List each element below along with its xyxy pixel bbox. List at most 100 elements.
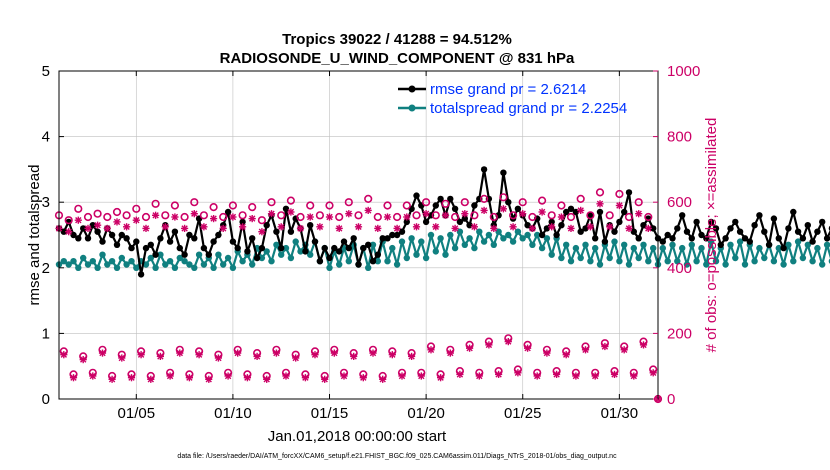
obs-assimilated-stroke: [384, 213, 391, 221]
totalspread-point: [650, 244, 657, 252]
totalspread-point: [249, 261, 256, 268]
totalspread-point: [461, 241, 468, 248]
obs-assimilated-stroke: [355, 223, 362, 230]
totalspread-point: [732, 254, 739, 262]
rmse-point: [823, 235, 830, 242]
rmse-point: [94, 228, 101, 235]
obs-assimilated-stroke: [606, 223, 613, 230]
obs-assimilated-stroke: [616, 202, 623, 209]
rmse-point: [186, 231, 193, 239]
rmse-point: [123, 235, 130, 242]
rmse-point: [142, 244, 150, 252]
totalspread-point: [422, 254, 430, 262]
rmse-point: [70, 231, 77, 239]
rmse-point: [514, 205, 522, 212]
obs-possible-point: [151, 199, 160, 208]
obs-assimilated-point: [60, 351, 68, 359]
obs-assimilated-stroke: [220, 225, 227, 232]
obs-assimilated-point: [567, 224, 575, 232]
obs-assimilated-stroke: [543, 349, 551, 357]
totalspread-point: [558, 254, 565, 262]
obs-assimilated-point: [509, 223, 517, 231]
obs-possible-point: [83, 212, 93, 222]
rmse-point: [538, 231, 546, 239]
obs-assimilated-point: [615, 201, 623, 210]
obs-assimilated-stroke: [592, 372, 599, 380]
totalspread-point: [210, 264, 217, 271]
rmse-point: [60, 228, 67, 235]
totalspread-point: [659, 244, 666, 252]
totalspread-point: [292, 238, 299, 245]
obs-assimilated-stroke: [191, 210, 198, 217]
obs-assimilated-point: [572, 372, 580, 380]
obs-assimilated-stroke: [374, 225, 381, 232]
obs-assimilated-stroke: [157, 353, 164, 360]
obs-assimilated-stroke: [176, 349, 183, 357]
obs-assimilated-stroke: [181, 225, 188, 232]
obs-assimilated-point: [417, 372, 425, 380]
obs-assimilated-stroke: [451, 225, 459, 232]
totalspread-point: [104, 261, 111, 268]
totalspread-point: [567, 258, 575, 265]
obs-assimilated-point: [533, 372, 541, 380]
obs-assimilated-point: [301, 374, 309, 382]
rmse-point: [234, 244, 241, 252]
obs-assimilated-point: [296, 224, 305, 232]
obs-assimilated-point: [432, 223, 440, 231]
obs-assimilated-stroke: [166, 372, 174, 380]
obs-assimilated-point: [103, 224, 111, 232]
totalspread-point: [403, 254, 410, 262]
obs-assimilated-point: [480, 206, 488, 214]
obs-assimilated-stroke: [645, 225, 652, 232]
totalspread-point: [587, 258, 594, 265]
rmse-point: [181, 251, 188, 258]
rmse-point: [669, 235, 676, 242]
obs-assimilated-point: [495, 370, 503, 378]
obs-assimilated-stroke: [340, 372, 348, 380]
totalspread-point: [505, 231, 512, 239]
obs-assimilated-point: [132, 216, 140, 224]
obs-assimilated-stroke: [60, 351, 67, 358]
obs-assimilated-point: [311, 351, 319, 359]
totalspread-point: [814, 244, 821, 252]
obs-assimilated-stroke: [471, 223, 478, 230]
obs-assimilated-point: [437, 374, 445, 382]
obs-possible-point: [248, 203, 257, 212]
totalspread-point: [485, 231, 493, 239]
obs-assimilated-stroke: [480, 207, 488, 214]
rmse-point: [171, 228, 179, 235]
obs-assimilated-stroke: [466, 345, 473, 352]
obs-assimilated-stroke: [253, 353, 261, 360]
obs-assimilated-stroke: [65, 228, 72, 235]
obs-assimilated-point: [325, 213, 334, 221]
obs-assimilated-point: [205, 375, 213, 383]
obs-assimilated-point: [74, 216, 82, 224]
totalspread-point: [476, 228, 483, 235]
totalspread-point: [577, 254, 584, 262]
totalspread-point: [645, 258, 652, 265]
rmse-point: [287, 228, 295, 235]
totalspread-point: [427, 231, 435, 239]
obs-possible-point: [219, 212, 228, 222]
rmse-point: [736, 228, 744, 235]
rmse-point: [461, 215, 468, 222]
totalspread-point: [712, 258, 720, 265]
obs-assimilated-point: [543, 349, 551, 357]
obs-assimilated-point: [263, 375, 271, 383]
obs-assimilated-point: [210, 215, 218, 223]
totalspread-point: [751, 258, 758, 265]
obs-assimilated-stroke: [500, 205, 507, 212]
rmse-point: [679, 212, 686, 219]
obs-assimilated-point: [610, 370, 619, 378]
totalspread-point: [727, 241, 734, 248]
rmse-point: [89, 222, 97, 229]
rmse-point: [321, 244, 328, 252]
obs-possible-point: [344, 198, 353, 207]
rmse-point: [761, 228, 768, 235]
obs-assimilated-point: [229, 213, 237, 221]
totalspread-point: [674, 258, 681, 265]
obs-possible-point: [267, 198, 276, 207]
rmse-point: [379, 235, 386, 242]
totalspread-point: [794, 238, 802, 245]
obs-assimilated-stroke: [345, 210, 352, 217]
